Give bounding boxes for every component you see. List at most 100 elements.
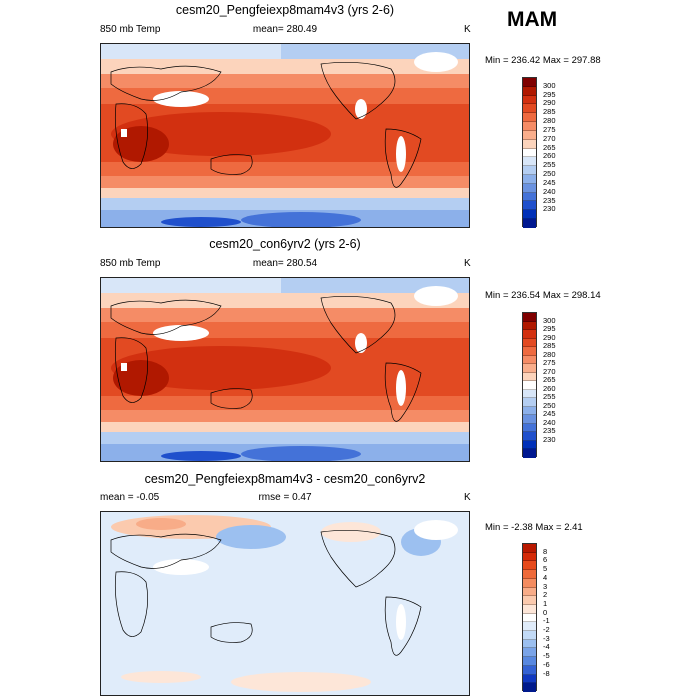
- colorbar-label: 8: [543, 546, 548, 556]
- colorbar-box: [523, 183, 536, 193]
- colorbar-label: 260: [543, 151, 556, 161]
- colorbar-label: -5: [543, 651, 550, 661]
- greenland-mask: [414, 520, 458, 540]
- panel-3-colorbar: [522, 543, 537, 692]
- colorbar-label: 265: [543, 375, 556, 385]
- tibet-mask: [153, 91, 209, 107]
- colorbar-box: [523, 330, 536, 339]
- panel-1-map-svg: [101, 44, 469, 227]
- colorbar-box: [523, 648, 536, 658]
- panel-3-map-svg: [101, 512, 469, 695]
- diff-warm-na: [321, 522, 381, 542]
- colorbar-box: [523, 372, 536, 382]
- colorbar-label: 235: [543, 426, 556, 436]
- colorbar-box: [523, 398, 536, 407]
- panel-3-units: K: [464, 492, 471, 503]
- panel-1-colorbar: [522, 77, 537, 228]
- cold-antarctic: [241, 446, 361, 461]
- colorbar-label: 1: [543, 598, 548, 608]
- band-sh-sub: [101, 162, 469, 178]
- panel-1-mean-label: mean= 280.49: [252, 24, 318, 35]
- colorbar-label: 240: [543, 186, 556, 196]
- panel-2-units: K: [464, 258, 471, 269]
- coastline-north-america: [320, 295, 396, 354]
- coastline-africa: [114, 103, 148, 169]
- band-sh-polar: [101, 432, 469, 446]
- colorbar-label: 295: [543, 324, 556, 334]
- coastline-africa: [114, 337, 148, 403]
- colorbar-box: [523, 622, 536, 632]
- colorbar-box: [523, 665, 536, 675]
- colorbar-label: 230: [543, 204, 556, 214]
- colorbar-label: -6: [543, 659, 550, 669]
- colorbar-box: [523, 389, 536, 399]
- panel-1-map: [100, 43, 470, 228]
- colorbar-box: [523, 157, 536, 167]
- andes-mask: [396, 604, 406, 640]
- panel-1-minmax: Min = 236.42 Max = 297.88: [485, 55, 601, 66]
- cold-antarctic: [241, 212, 361, 227]
- colorbar-label: 255: [543, 392, 556, 402]
- panel-1-variable-label: 850 mb Temp: [100, 24, 161, 35]
- colorbar-box: [523, 570, 536, 579]
- colorbar-box: [523, 192, 536, 202]
- season-label: MAM: [507, 8, 558, 31]
- rockies-mask: [355, 99, 367, 119]
- colorbar-box: [523, 122, 536, 131]
- panel-1-colorbar-labels: 300 295 290 285 280 275 270 265 260 255 250 245 240 2…: [543, 77, 583, 227]
- band-sh-high: [101, 422, 469, 432]
- colorbar-box: [523, 139, 536, 149]
- band-sh-mid: [101, 176, 469, 190]
- andes-mask: [396, 136, 406, 172]
- tibet-mask: [153, 325, 209, 341]
- colorbar-box: [523, 321, 536, 331]
- coastline-north-america: [320, 529, 396, 588]
- colorbar-label: 245: [543, 177, 556, 187]
- panel-2-title: cesm20_con6yrv2 (yrs 2-6): [209, 237, 361, 251]
- panel-3-colorbar-labels: 8 6 5 4 3 2 1 0 -1 -2 -3 -4 -5 -6 -8: [543, 543, 583, 691]
- cold-antarctic-2: [161, 217, 241, 227]
- colorbar-box: [523, 449, 536, 458]
- panel-1-units: K: [464, 24, 471, 35]
- colorbar-box: [523, 613, 536, 623]
- colorbar-box: [523, 657, 536, 666]
- coastline-south-america: [384, 362, 422, 422]
- diff-warm-so: [121, 671, 201, 683]
- colorbar-box: [523, 347, 536, 356]
- panel-2-mean-label: mean= 280.54: [252, 258, 318, 269]
- panel-1-title: cesm20_Pengfeiexp8mam4v3 (yrs 2-6): [175, 3, 395, 17]
- coastline-south-america: [384, 596, 422, 656]
- colorbar-box: [523, 674, 536, 684]
- colorbar-box: [523, 604, 536, 614]
- colorbar-box: [523, 631, 536, 640]
- colorbar-label: 280: [543, 116, 556, 126]
- colorbar-label: 5: [543, 564, 548, 574]
- colorbar-label: 290: [543, 98, 556, 108]
- coastline-africa: [114, 571, 148, 637]
- colorbar-label: 295: [543, 89, 556, 99]
- colorbar-label: 300: [543, 80, 556, 90]
- colorbar-box: [523, 552, 536, 562]
- colorbar-box: [523, 440, 536, 450]
- rockies-mask: [355, 333, 367, 353]
- colorbar-box: [523, 78, 536, 87]
- colorbar-box: [523, 432, 536, 441]
- colorbar-box: [523, 544, 536, 553]
- diff-warm-antarctic: [231, 672, 371, 692]
- colorbar-label: 260: [543, 383, 556, 393]
- colorbar-box: [523, 639, 536, 649]
- colorbar-box: [523, 406, 536, 416]
- colorbar-label: -8: [543, 668, 550, 678]
- coastline-australia: [210, 622, 253, 643]
- colorbar-box: [523, 174, 536, 184]
- panel-3-minmax: Min = -2.38 Max = 2.41: [485, 522, 583, 533]
- colorbar-box: [523, 210, 536, 219]
- coastline-north-america: [320, 61, 396, 120]
- colorbar-box: [523, 381, 536, 390]
- colorbar-label: -3: [543, 633, 550, 643]
- band-sh-polar: [101, 198, 469, 212]
- colorbar-box: [523, 113, 536, 123]
- coastline-eurasia: [110, 533, 222, 569]
- band-nh-mid: [101, 74, 469, 92]
- colorbar-label: 285: [543, 107, 556, 117]
